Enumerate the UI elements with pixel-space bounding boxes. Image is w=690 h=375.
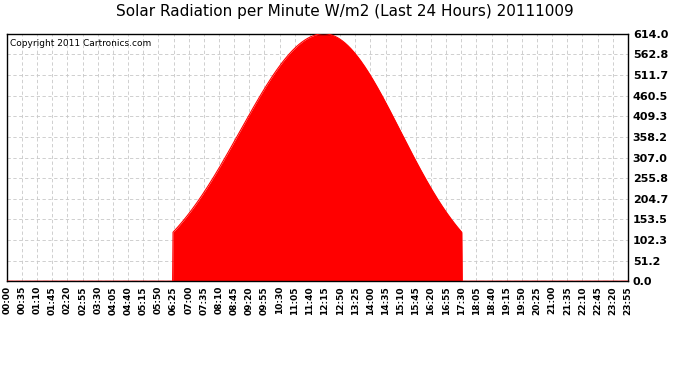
Text: Solar Radiation per Minute W/m2 (Last 24 Hours) 20111009: Solar Radiation per Minute W/m2 (Last 24… [116, 4, 574, 19]
Text: Copyright 2011 Cartronics.com: Copyright 2011 Cartronics.com [10, 39, 151, 48]
